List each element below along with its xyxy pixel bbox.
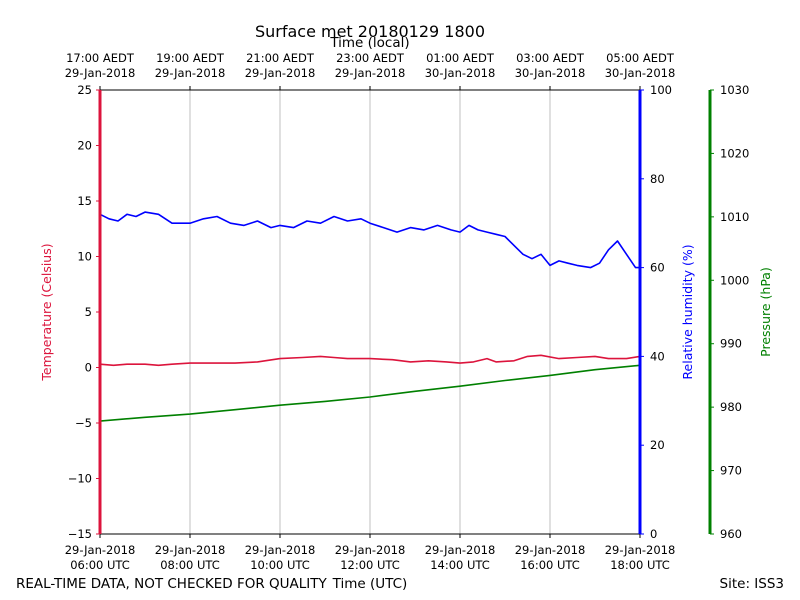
chart-title: Surface met 20180129 1800 (255, 22, 485, 41)
pressure-axis-label: Pressure (hPa) (758, 267, 773, 357)
temperature-tick-label: −10 (68, 472, 92, 486)
series-layer (99, 211, 641, 422)
humidity-tick-label: 100 (650, 83, 672, 97)
humidity-tick-label: 20 (650, 438, 665, 452)
utc-tick-time: 16:00 UTC (520, 558, 580, 572)
utc-tick-time: 14:00 UTC (430, 558, 490, 572)
pressure-tick-label: 980 (720, 400, 742, 414)
bottom-x-axis-label: Time (UTC) (332, 576, 408, 592)
temperature-tick-label: 5 (85, 305, 92, 319)
temperature-tick-label: 20 (77, 139, 92, 153)
gridlines (189, 90, 551, 534)
local-tick-time: 17:00 AEDT (66, 51, 135, 65)
local-tick-time: 23:00 AEDT (336, 51, 405, 65)
pressure-tick-label: 1010 (720, 210, 749, 224)
utc-tick-date: 29-Jan-2018 (155, 543, 226, 557)
pressure-tick-label: 1030 (720, 83, 749, 97)
utc-tick-time: 06:00 UTC (70, 558, 130, 572)
local-tick-time: 05:00 AEDT (606, 51, 675, 65)
pressure-tick-label: 970 (720, 464, 742, 478)
pressure-tick-label: 1020 (720, 146, 749, 160)
temperature-tick-label: −5 (75, 416, 92, 430)
temperature-series-line (99, 354, 641, 367)
utc-tick-date: 29-Jan-2018 (65, 543, 136, 557)
site-label: Site: ISS3 (720, 576, 784, 592)
local-tick-date: 29-Jan-2018 (335, 66, 406, 80)
local-tick-date: 30-Jan-2018 (605, 66, 676, 80)
humidity-axis-label: Relative humidity (%) (680, 244, 695, 379)
temperature-axis-label: Temperature (Celsius) (39, 243, 54, 381)
top-x-axis-label: Time (local) (329, 35, 409, 51)
temperature-tick-label: 0 (85, 361, 92, 375)
humidity-tick-label: 80 (650, 172, 665, 186)
utc-tick-date: 29-Jan-2018 (605, 543, 676, 557)
utc-tick-time: 10:00 UTC (250, 558, 310, 572)
local-tick-date: 29-Jan-2018 (245, 66, 316, 80)
humidity-series-line (99, 211, 640, 269)
pressure-tick-label: 1000 (720, 273, 749, 287)
pressure-tick-label: 960 (720, 527, 742, 541)
local-tick-date: 29-Jan-2018 (155, 66, 226, 80)
local-tick-time: 19:00 AEDT (156, 51, 225, 65)
pressure-tick-label: 990 (720, 337, 742, 351)
temperature-tick-label: −15 (68, 527, 92, 541)
utc-tick-date: 29-Jan-2018 (245, 543, 316, 557)
local-tick-date: 29-Jan-2018 (65, 66, 136, 80)
pressure-series-line (99, 364, 641, 422)
utc-tick-date: 29-Jan-2018 (335, 543, 406, 557)
humidity-tick-label: 40 (650, 349, 665, 363)
local-tick-time: 03:00 AEDT (516, 51, 585, 65)
local-tick-date: 30-Jan-2018 (515, 66, 586, 80)
temperature-tick-label: 10 (77, 250, 92, 264)
utc-tick-time: 18:00 UTC (610, 558, 670, 572)
utc-tick-time: 12:00 UTC (340, 558, 400, 572)
utc-tick-date: 29-Jan-2018 (425, 543, 496, 557)
local-tick-date: 30-Jan-2018 (425, 66, 496, 80)
humidity-tick-label: 60 (650, 261, 665, 275)
temperature-tick-label: 25 (77, 83, 92, 97)
footer-disclaimer: REAL-TIME DATA, NOT CHECKED FOR QUALITY (16, 576, 328, 592)
utc-tick-date: 29-Jan-2018 (515, 543, 586, 557)
utc-tick-time: 08:00 UTC (160, 558, 220, 572)
humidity-tick-label: 0 (650, 527, 657, 541)
temperature-tick-label: 15 (77, 194, 92, 208)
local-tick-time: 21:00 AEDT (246, 51, 315, 65)
local-tick-time: 01:00 AEDT (426, 51, 495, 65)
